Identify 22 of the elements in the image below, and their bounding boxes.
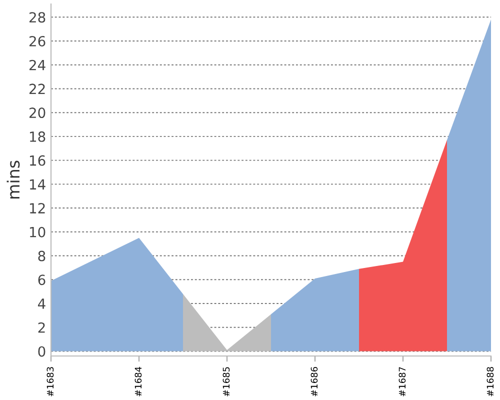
x-tick-label: #1687: [398, 367, 406, 396]
x-tick-label: #1686: [310, 366, 318, 396]
y-tick-label: 26: [29, 36, 46, 46]
y-tick-label: 10: [30, 226, 46, 238]
y-tick-label: 4: [38, 298, 46, 309]
y-tick-label: 14: [30, 179, 46, 190]
y-tick-label: 12: [30, 203, 45, 214]
x-tick-label: #1683: [46, 367, 54, 396]
y-tick-label: 16: [30, 155, 46, 166]
x-tick-label: #1684: [134, 366, 142, 396]
y-tick-label: 28: [29, 12, 46, 23]
y-tick-label: 0: [38, 346, 46, 357]
y-tick-label: 8: [38, 250, 46, 262]
y-axis-title: mins: [6, 160, 20, 199]
y-tick-label: 6: [38, 274, 46, 286]
y-tick-label: 22: [29, 84, 45, 94]
y-tick-label: 2: [38, 322, 45, 333]
y-tick-label: 18: [30, 131, 46, 142]
y-tick-label: 20: [29, 108, 46, 118]
x-tick-label: #1688: [486, 367, 494, 396]
x-tick-label: #1685: [222, 367, 230, 396]
y-tick-label: 24: [29, 60, 46, 70]
